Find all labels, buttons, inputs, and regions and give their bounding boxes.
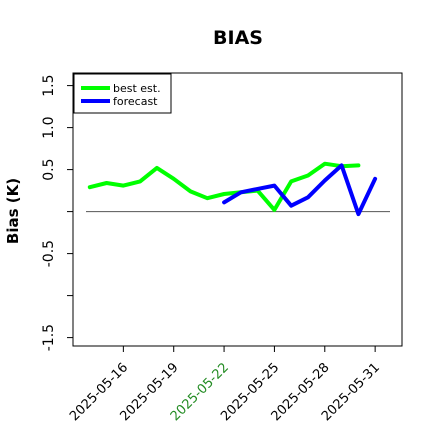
chart-title: BIAS (213, 27, 263, 49)
series-line-best-est (87, 161, 361, 212)
series-line-forecast (222, 163, 378, 217)
legend: best est. forecast (73, 73, 172, 114)
plot-area (72, 72, 403, 347)
y-tick-label: -1.5 (41, 324, 57, 351)
legend-box (73, 73, 172, 114)
y-axis-label: Bias (K) (4, 178, 22, 244)
y-tick-label: -0.5 (41, 240, 57, 267)
legend-label-best-est: best est. (113, 82, 161, 95)
y-tick-label: 1.5 (41, 74, 57, 96)
legend-label-forecast: forecast (113, 95, 158, 108)
y-tick-label: 0.5 (41, 158, 57, 180)
y-tick-label: 1.0 (41, 116, 57, 138)
